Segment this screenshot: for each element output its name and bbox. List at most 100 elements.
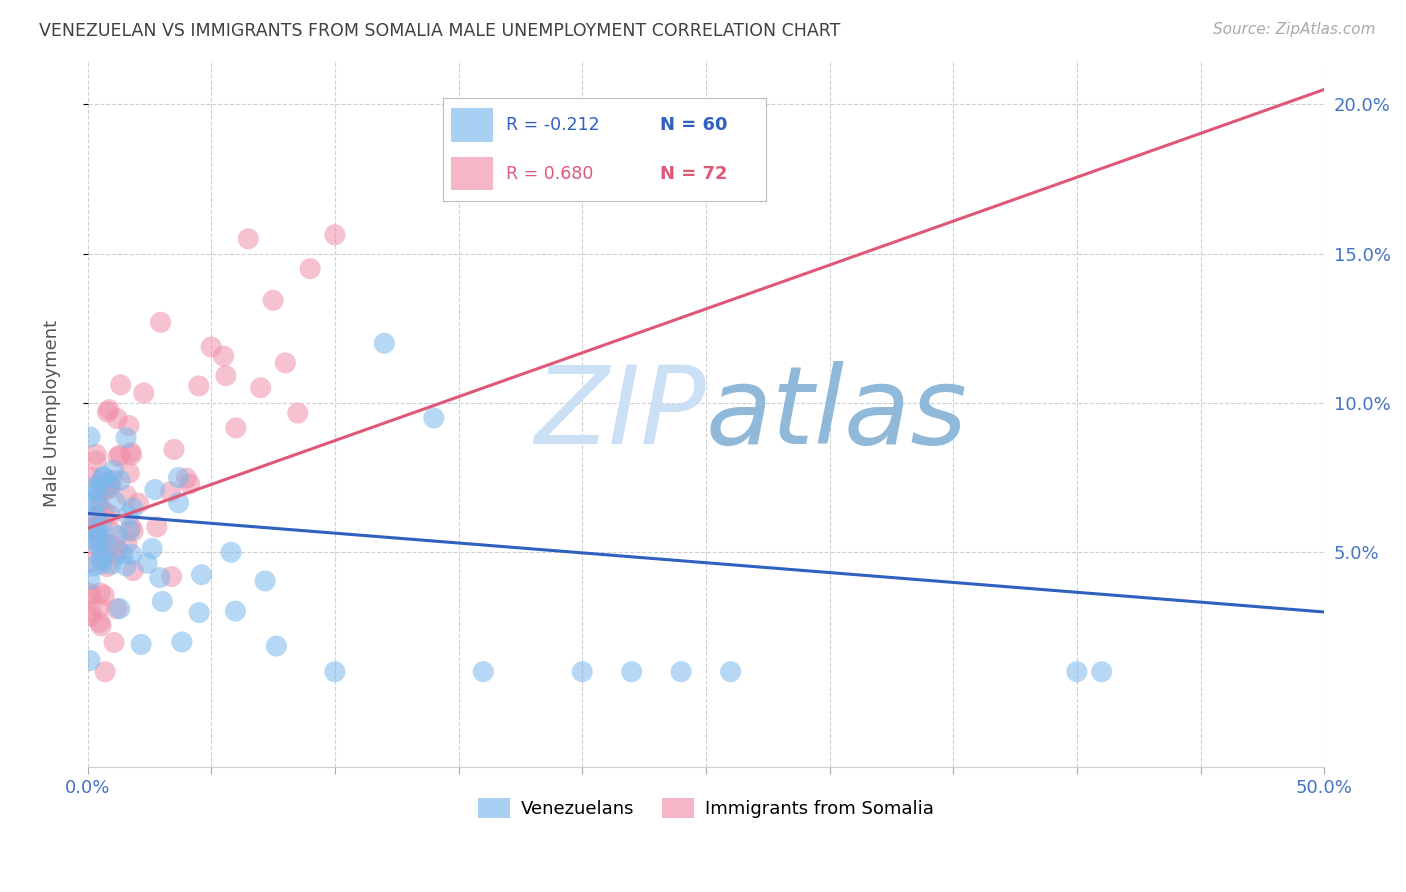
Point [200,340,222,354]
Point [80,605,103,619]
Point [90,552,112,566]
Point [89,615,111,630]
Point [108,473,131,487]
Y-axis label: Male Unemployment: Male Unemployment [44,320,60,507]
Point [215,368,238,383]
Point [190,567,212,582]
Point [86,497,108,511]
Point [143,483,166,497]
Point [79,573,101,587]
Point [84,447,107,461]
Text: R = -0.212: R = -0.212 [506,116,599,135]
Point [94,538,117,552]
Point [105,528,128,542]
Point [87,541,110,556]
Point [94,483,117,497]
Point [149,315,172,329]
Point [89,600,111,615]
Point [79,654,101,668]
Point [79,555,101,569]
Point [212,349,235,363]
Point [187,379,209,393]
Point [669,665,692,679]
Point [89,475,111,489]
Point [83,521,105,535]
Point [87,536,110,550]
Point [90,619,112,633]
Point [266,639,288,653]
Point [146,520,169,534]
Point [107,450,129,464]
Point [89,586,111,600]
Point [121,547,143,561]
Point [91,470,114,484]
Point [96,559,118,574]
Text: N = 72: N = 72 [659,164,727,183]
Point [84,525,107,540]
Point [80,589,103,603]
Point [179,477,201,491]
Point [188,606,211,620]
Point [149,571,172,585]
Point [103,464,125,478]
Point [89,499,111,513]
Point [118,524,141,538]
Point [122,501,145,516]
Point [79,586,101,600]
Point [79,609,101,624]
Bar [451,108,494,142]
Point [104,495,127,509]
Point [86,483,108,498]
Point [86,524,108,539]
Point [82,470,104,484]
Point [111,547,134,561]
Bar [451,157,494,190]
Point [115,559,138,574]
Point [120,520,142,534]
Point [160,569,183,583]
Point [141,541,163,556]
Point [176,471,198,485]
Point [90,476,112,491]
Point [93,588,115,602]
Point [90,557,112,571]
Point [94,665,117,679]
Point [105,601,128,615]
Point [100,558,122,572]
Point [167,496,190,510]
Point [127,496,149,510]
Point [84,493,107,508]
Point [254,574,277,588]
Point [91,545,114,559]
Point [132,386,155,401]
Point [96,405,118,419]
Point [110,448,132,462]
Point [115,536,138,550]
Point [98,477,121,491]
Point [98,508,121,522]
Point [373,336,395,351]
Point [84,454,107,468]
Point [79,481,101,495]
Point [91,470,114,484]
Point [87,526,110,541]
Point [120,448,142,462]
Point [274,356,297,370]
Point [84,509,107,524]
Point [118,418,141,433]
Point [219,545,242,559]
Point [1066,665,1088,679]
Text: N = 60: N = 60 [659,116,727,135]
Point [323,227,346,242]
Point [120,445,142,459]
Point [323,665,346,679]
Point [170,635,193,649]
Point [122,564,145,578]
Point [98,402,121,417]
Point [423,411,446,425]
Point [115,431,138,445]
Text: R = 0.680: R = 0.680 [506,164,593,183]
Point [299,261,322,276]
Point [93,505,115,519]
Point [103,635,125,649]
